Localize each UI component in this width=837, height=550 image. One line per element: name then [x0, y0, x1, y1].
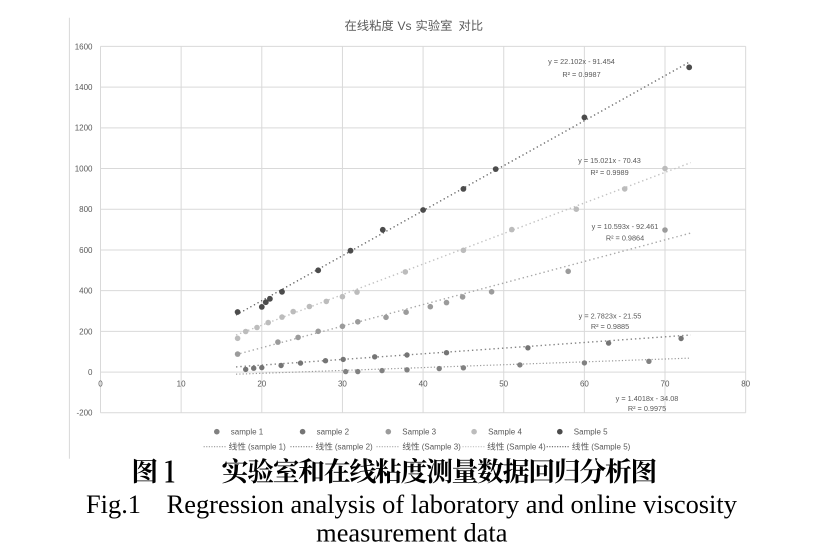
svg-text:1000: 1000: [75, 164, 93, 173]
svg-text:1400: 1400: [75, 83, 93, 92]
svg-text:Vs: Vs: [398, 19, 412, 33]
svg-text:R² = 0.9864: R² = 0.9864: [606, 234, 644, 243]
svg-text:Regression analysis of laborat: Regression analysis of laboratory and on…: [167, 489, 738, 519]
svg-text:y = 22.102x - 91.454: y = 22.102x - 91.454: [548, 57, 615, 66]
svg-text:(Sample 5): (Sample 5): [591, 443, 630, 452]
svg-text:y = 15.021x - 70.43: y = 15.021x - 70.43: [578, 156, 641, 165]
svg-text:(sample 2): (sample 2): [335, 443, 373, 452]
svg-text:30: 30: [338, 380, 347, 389]
svg-text:800: 800: [79, 205, 93, 214]
svg-text:200: 200: [79, 327, 93, 336]
svg-text:40: 40: [419, 380, 428, 389]
svg-text:Sample 3: Sample 3: [402, 428, 436, 437]
svg-text:0: 0: [98, 380, 103, 389]
svg-text:R² = 0.9975: R² = 0.9975: [628, 404, 666, 413]
svg-text:Sample 5: Sample 5: [574, 428, 608, 437]
svg-text:1600: 1600: [75, 42, 93, 51]
svg-text:(Sample 3): (Sample 3): [422, 443, 461, 452]
svg-text:10: 10: [177, 380, 186, 389]
svg-text:measurement data: measurement data: [316, 518, 508, 548]
svg-text:0: 0: [88, 368, 93, 377]
svg-text:y = 1.4018x - 34.08: y = 1.4018x - 34.08: [616, 394, 679, 403]
svg-text:y = 2.7823x - 21.55: y = 2.7823x - 21.55: [579, 312, 642, 321]
svg-text:R² = 0.9885: R² = 0.9885: [591, 322, 629, 331]
svg-text:R² = 0.9989: R² = 0.9989: [590, 168, 628, 177]
svg-text:(Sample 4): (Sample 4): [507, 443, 546, 452]
svg-text:600: 600: [79, 246, 93, 255]
svg-text:80: 80: [741, 380, 750, 389]
svg-text:70: 70: [661, 380, 670, 389]
svg-text:y = 10.593x - 92.461: y = 10.593x - 92.461: [592, 222, 659, 231]
svg-text:50: 50: [499, 380, 508, 389]
svg-text:sample 2: sample 2: [317, 428, 350, 437]
svg-text:sample 1: sample 1: [231, 428, 264, 437]
svg-text:1200: 1200: [75, 124, 93, 133]
svg-text:-200: -200: [76, 409, 93, 418]
svg-text:Fig.1: Fig.1: [86, 489, 141, 519]
svg-text:20: 20: [257, 380, 266, 389]
svg-text:(sample 1): (sample 1): [248, 443, 286, 452]
svg-text:60: 60: [580, 380, 589, 389]
svg-text:Sample 4: Sample 4: [488, 428, 522, 437]
svg-text:R² = 0.9987: R² = 0.9987: [562, 70, 600, 79]
svg-text:400: 400: [79, 287, 93, 296]
